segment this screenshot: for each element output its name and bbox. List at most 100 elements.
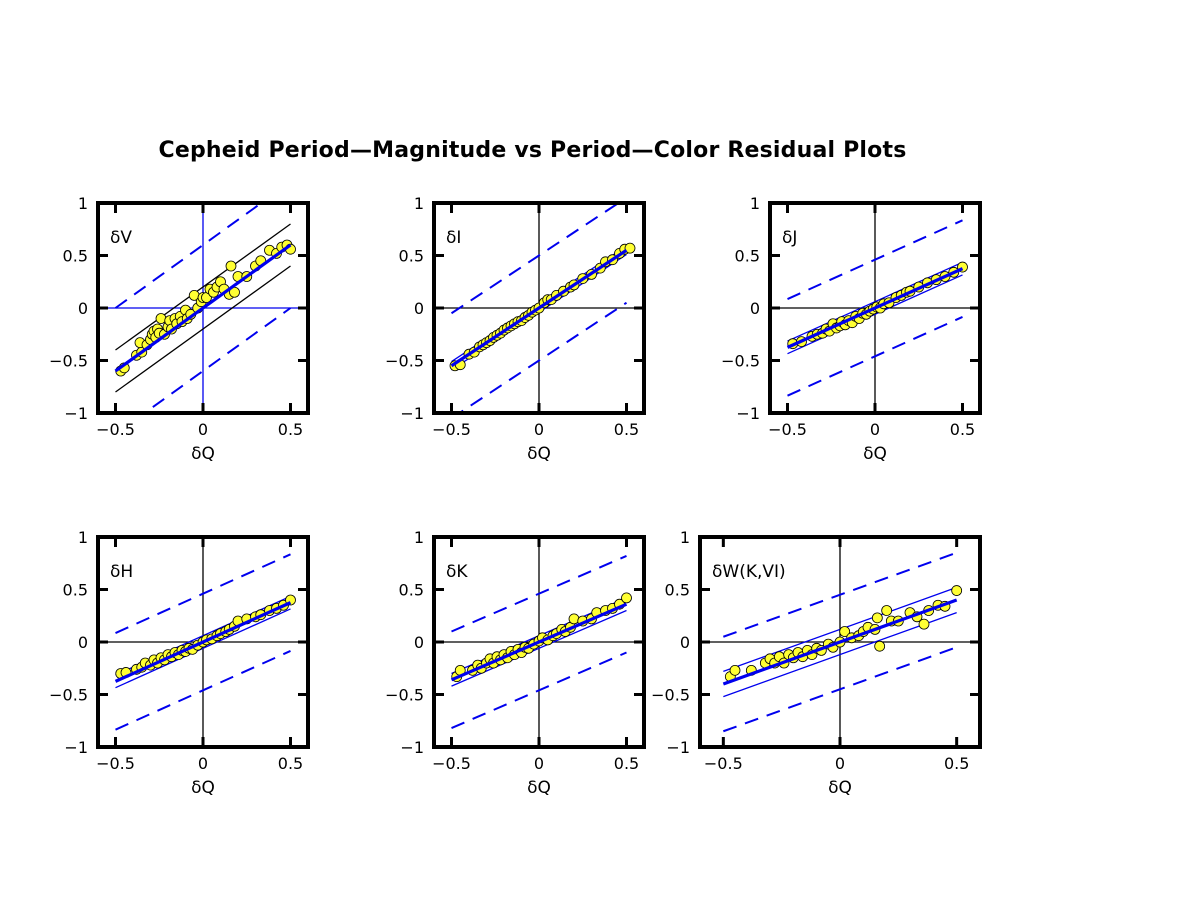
figure-title: Cepheid Period—Magnitude vs Period—Color… (158, 138, 907, 163)
y-tick-label: −0.5 (651, 686, 690, 705)
y-tick-label: 0 (680, 633, 690, 652)
x-axis-label: δQ (527, 444, 551, 464)
x-tick-label: 0.5 (614, 420, 639, 439)
data-point (624, 242, 636, 254)
y-tick-label: −1 (736, 404, 760, 423)
panel-label: δW(K,VI) (712, 562, 786, 582)
y-tick-label: −1 (64, 404, 88, 423)
data-point (155, 313, 167, 324)
x-tick-label: −0.5 (432, 420, 471, 439)
plot-area (700, 537, 980, 747)
y-tick-label: 0.5 (63, 247, 88, 266)
x-tick-label: 0.5 (614, 754, 639, 773)
data-point (729, 664, 741, 676)
y-tick-label: 0.5 (399, 247, 424, 266)
x-tick-label: 0 (835, 754, 845, 773)
outer-band-upper (722, 551, 958, 638)
inner-band-lower (787, 274, 963, 355)
inner-band-lower (723, 611, 957, 698)
outer-band-upper (451, 554, 627, 633)
y-tick-label: −1 (400, 404, 424, 423)
y-tick-label: 0 (78, 299, 88, 318)
outer-band-lower (451, 651, 627, 730)
plot-area (770, 203, 980, 413)
x-tick-label: 0.5 (278, 754, 303, 773)
panel-label: δV (110, 228, 132, 248)
y-tick-label: −1 (666, 738, 690, 757)
fit-line (450, 602, 628, 682)
x-tick-label: −0.5 (704, 754, 743, 773)
x-tick-label: −0.5 (768, 420, 807, 439)
x-axis-label: δQ (191, 444, 215, 464)
data-point (568, 613, 580, 625)
fit-line (786, 267, 964, 349)
inner-band-upper (115, 223, 291, 351)
plot-area (434, 203, 644, 413)
panel-3: −1 −0.5 0 0.5 1 −0.5 0 0.5 δQ δJ (721, 194, 982, 464)
y-tick-label: −0.5 (49, 352, 88, 371)
x-axis-label: δQ (527, 778, 551, 798)
data-point (881, 605, 893, 616)
y-tick-label: 0 (78, 633, 88, 652)
outer-band-upper (787, 219, 963, 300)
y-tick-label: 0.5 (665, 581, 690, 600)
data-point (951, 585, 963, 596)
outer-band-upper (450, 203, 621, 315)
x-tick-label: 0 (870, 420, 880, 439)
plot-area (98, 203, 308, 413)
data-point (871, 612, 883, 624)
x-tick-label: 0.5 (944, 754, 969, 773)
fit-line (114, 601, 292, 683)
y-tick-label: 0.5 (735, 247, 760, 266)
y-tick-label: 1 (750, 194, 760, 213)
panel-4: −1 −0.5 0 0.5 1 −0.5 0 0.5 δQ δH (49, 528, 310, 798)
outer-band-lower (722, 646, 958, 733)
y-tick-label: 0 (750, 299, 760, 318)
x-tick-label: 0 (534, 420, 544, 439)
x-axis-label: δQ (828, 778, 852, 798)
y-tick-label: 0.5 (63, 581, 88, 600)
x-tick-label: −0.5 (96, 420, 135, 439)
y-tick-label: 1 (78, 194, 88, 213)
outer-band-lower (115, 650, 291, 731)
outer-band-upper (114, 203, 264, 309)
fit-line (722, 598, 958, 686)
y-tick-label: 1 (414, 528, 424, 547)
x-tick-label: 0.5 (278, 420, 303, 439)
y-tick-label: −0.5 (721, 352, 760, 371)
data-point (225, 260, 237, 272)
outer-band-lower (787, 316, 963, 397)
x-axis-label: δQ (191, 778, 215, 798)
panel-label: δH (110, 562, 133, 582)
panel-1: −1 −0.5 0 0.5 1 −0.5 0 0.5 δQ δV (49, 194, 310, 464)
y-tick-label: 0.5 (399, 581, 424, 600)
y-tick-label: −1 (400, 738, 424, 757)
panels-group: −1 −0.5 0 0.5 1 −0.5 0 0.5 δQ δV −1 −0.5 0 0.5 1 −0.5 0 0… (49, 194, 982, 798)
plot-area (434, 537, 644, 747)
x-tick-label: 0.5 (950, 420, 975, 439)
x-tick-label: −0.5 (96, 754, 135, 773)
y-tick-label: −0.5 (385, 686, 424, 705)
outer-band-lower (457, 301, 628, 413)
x-axis-label: δQ (863, 444, 887, 464)
inner-band-lower (115, 265, 291, 393)
data-point (621, 592, 632, 604)
panel-5: −1 −0.5 0 0.5 1 −0.5 0 0.5 δQ δK (385, 528, 646, 798)
x-tick-label: 0 (198, 420, 208, 439)
x-tick-label: 0 (534, 754, 544, 773)
y-tick-label: −0.5 (49, 686, 88, 705)
inner-band-lower (115, 608, 291, 689)
fit-line (114, 243, 292, 373)
panel-label: δI (446, 228, 461, 248)
panel-label: δK (446, 562, 468, 582)
y-tick-label: 1 (414, 194, 424, 213)
y-tick-label: 0 (414, 299, 424, 318)
data-point (918, 618, 930, 630)
outer-band-upper (115, 553, 291, 634)
panel-label: δJ (782, 228, 797, 248)
y-tick-label: −0.5 (385, 352, 424, 371)
y-tick-label: 1 (78, 528, 88, 547)
panel-2: −1 −0.5 0 0.5 1 −0.5 0 0.5 δQ δI (385, 194, 646, 464)
data-point (874, 640, 886, 652)
